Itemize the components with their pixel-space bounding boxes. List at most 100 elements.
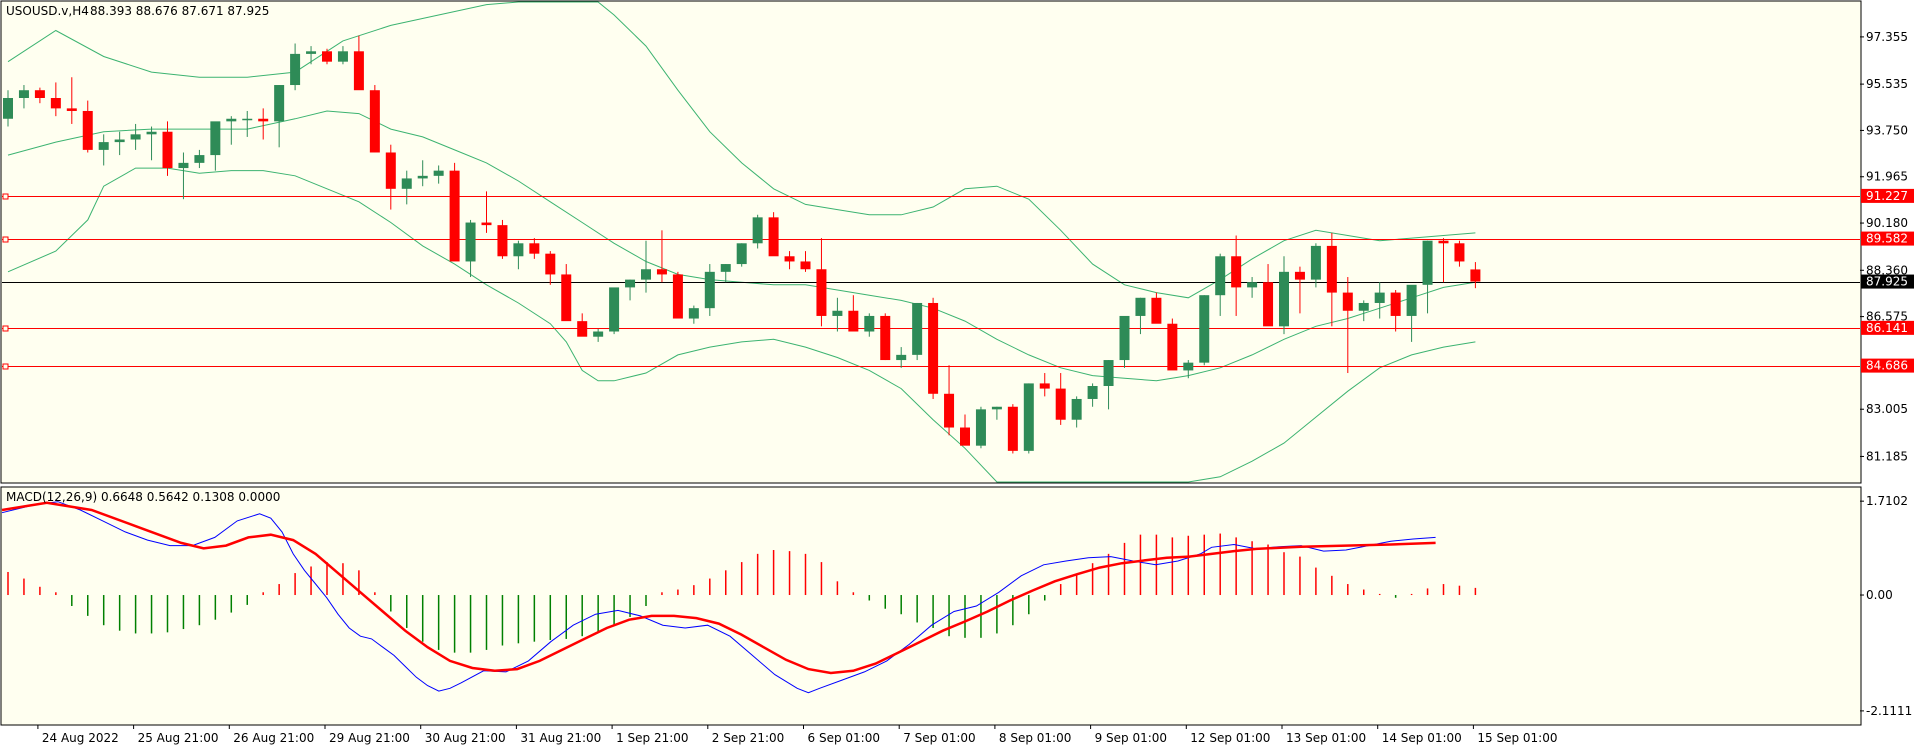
candle-body (1039, 383, 1050, 389)
candle-body (1151, 297, 1162, 324)
price-tick-label: 91.965 (1866, 170, 1908, 184)
level-handle-0[interactable] (2, 193, 9, 200)
candle-body (1183, 362, 1194, 371)
level-price-label: 86.141 (1866, 321, 1908, 335)
candle-body (529, 243, 540, 254)
candle-body (1454, 243, 1465, 262)
candle-body (130, 134, 141, 140)
candle-body (1199, 295, 1210, 363)
candle-body (656, 269, 667, 275)
candle-body (162, 131, 173, 169)
level-handle-2[interactable] (2, 325, 9, 332)
macd-tick-label: 0.00 (1866, 588, 1893, 602)
time-tick-label: 7 Sep 01:00 (903, 731, 975, 745)
time-tick-label: 14 Sep 01:00 (1382, 731, 1462, 745)
time-tick-label: 2 Sep 21:00 (712, 731, 784, 745)
candle-body (274, 85, 285, 122)
candle-body (114, 139, 125, 143)
candle-body (672, 274, 683, 319)
time-axis: 24 Aug 2022 25 Aug 21:00 26 Aug 21:00 29 Au… (37, 725, 1558, 745)
candle-body (912, 302, 923, 355)
candle-body (848, 310, 859, 332)
candle-body (816, 269, 827, 316)
candle-body (337, 51, 348, 62)
candle-body (1310, 245, 1321, 280)
price-tick-label: 95.535 (1866, 77, 1908, 91)
candle-body (561, 274, 572, 322)
candle-body (800, 261, 811, 270)
level-handle-1[interactable] (2, 236, 9, 243)
candle-body (1007, 406, 1018, 451)
candle-body (1103, 360, 1114, 386)
time-tick-label: 1 Sep 21:00 (616, 731, 688, 745)
price-tick-label: 83.005 (1866, 402, 1908, 416)
candle-body (1119, 315, 1130, 361)
candle-body (417, 175, 428, 179)
candle-body (306, 51, 317, 54)
candle-body (545, 253, 556, 275)
candle-body (481, 222, 492, 226)
price-tick-label: 81.185 (1866, 449, 1908, 463)
candle-body (864, 315, 875, 332)
candle-body (194, 155, 205, 163)
candle-body (975, 409, 986, 446)
price-axis: 97.355 95.535 93.750 91.965 90.180 88.360 86.5… (1860, 30, 1914, 463)
candle-body (178, 162, 189, 169)
candle-body (1406, 284, 1417, 316)
time-tick-label: 25 Aug 21:00 (138, 731, 219, 745)
candle-body (1358, 302, 1369, 311)
macd-panel[interactable] (0, 486, 1862, 726)
candle-body (1071, 398, 1082, 420)
candle-body (34, 90, 45, 98)
candle-body (513, 243, 524, 257)
candle-body (242, 118, 253, 121)
symbol-title: USOUSD.v,H4 (6, 4, 89, 18)
macd-line (1, 501, 1436, 694)
band-lower (7, 167, 1476, 483)
time-tick-label: 24 Aug 2022 (42, 731, 119, 745)
candle-body (82, 110, 93, 150)
candle-body (3, 98, 13, 119)
candle-body (290, 53, 301, 86)
candle-body (593, 331, 604, 337)
candle-body (768, 217, 779, 257)
time-tick-label: 29 Aug 21:00 (329, 731, 410, 745)
candle-body (1342, 292, 1353, 311)
candle-body (50, 98, 61, 109)
candle-body (880, 315, 891, 361)
candle-body (1390, 292, 1401, 316)
candle-body (401, 178, 412, 189)
candle-body (784, 256, 795, 262)
time-tick-label: 8 Sep 01:00 (999, 731, 1071, 745)
ohlc-readout: 88.393 88.676 87.671 87.925 (90, 4, 269, 18)
candle-body (433, 170, 444, 176)
candle-body (353, 51, 364, 91)
price-panel[interactable] (0, 0, 1862, 484)
candle-body (1215, 256, 1226, 296)
candle-body (641, 269, 651, 280)
level-price-label: 89.582 (1866, 232, 1908, 246)
price-tick-label: 97.355 (1866, 30, 1908, 44)
macd-tick-label: 1.7102 (1866, 494, 1908, 508)
band-middle (7, 110, 1476, 382)
candle-body (369, 90, 380, 153)
candle-body (449, 170, 460, 262)
candle-body (1438, 240, 1449, 244)
candle-body (609, 287, 620, 332)
current-price-badge (1861, 274, 1914, 289)
time-tick-label: 12 Sep 01:00 (1190, 731, 1270, 745)
signal-line (1, 501, 1436, 675)
level-price-badge (1861, 358, 1914, 373)
price-tick-label: 90.180 (1866, 216, 1908, 230)
candle-body (960, 427, 970, 446)
candle-body (1247, 282, 1258, 288)
macd-tick-label: -2.1111 (1866, 704, 1912, 718)
candle-body (1231, 256, 1242, 288)
time-tick-label: 26 Aug 21:00 (233, 731, 314, 745)
current-price-label: 87.925 (1866, 275, 1908, 289)
candle-body (625, 279, 636, 288)
level-handle-3[interactable] (2, 363, 9, 370)
price-tick-label: 93.750 (1866, 123, 1908, 137)
